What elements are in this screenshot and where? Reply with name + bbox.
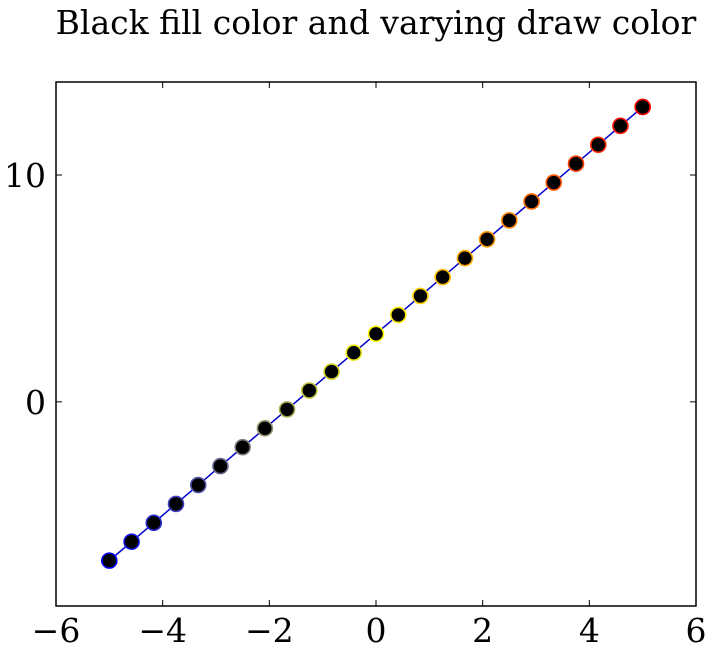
data-point (212, 457, 229, 475)
data-point (167, 495, 185, 513)
data-point (278, 401, 296, 418)
markers-group (101, 98, 651, 569)
data-point (478, 230, 496, 248)
data-point (434, 268, 451, 286)
data-point (634, 98, 651, 116)
data-point (456, 249, 474, 267)
y-tick-label: 0 (25, 383, 46, 422)
x-tick-label: 2 (472, 611, 493, 650)
x-tick-label: −2 (245, 611, 294, 650)
data-point (389, 306, 407, 324)
data-point (234, 438, 251, 456)
data-point (567, 155, 585, 172)
y-tick-label: 10 (4, 156, 46, 195)
data-point (345, 344, 363, 361)
data-point (523, 193, 540, 210)
data-point (145, 514, 163, 532)
x-tick-label: −4 (138, 611, 187, 650)
data-point (501, 212, 518, 229)
data-point (589, 136, 607, 154)
data-point (301, 382, 318, 399)
chart-title: Black fill color and varying draw color (56, 3, 697, 42)
data-point (101, 552, 118, 569)
data-point (256, 420, 274, 437)
data-point (123, 533, 140, 551)
data-point (367, 325, 385, 343)
data-point (323, 363, 340, 380)
data-point (545, 174, 563, 191)
x-tick-label: 0 (366, 611, 387, 650)
x-tick-label: 4 (579, 611, 600, 650)
x-tick-label: −6 (32, 611, 81, 650)
x-tick-label: 6 (686, 611, 707, 650)
data-point (189, 476, 207, 494)
data-point (412, 287, 429, 305)
axes: −6 −4 −2 0 2 4 6 0 10 (4, 82, 707, 650)
data-point (612, 117, 629, 135)
